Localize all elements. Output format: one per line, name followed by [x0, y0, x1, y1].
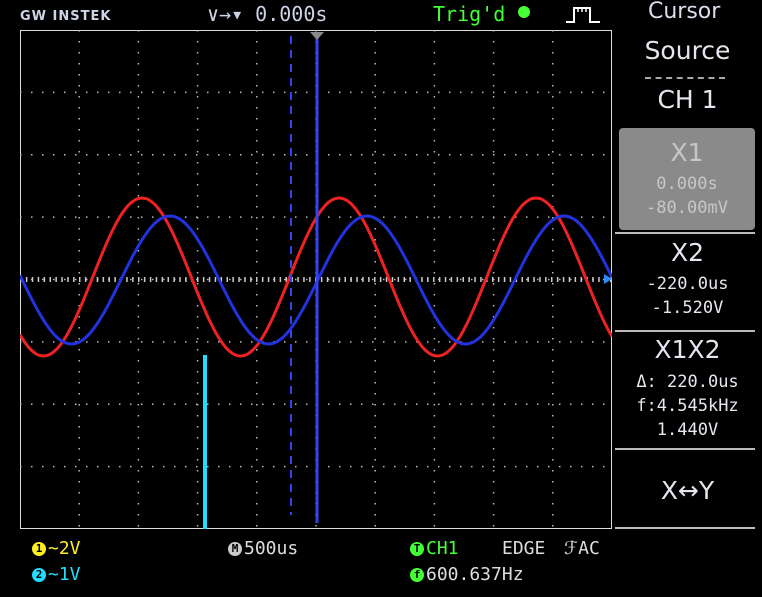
x2-label: X2: [670, 238, 705, 267]
source-button[interactable]: CH 1: [657, 85, 718, 114]
timebase-badge: M: [228, 542, 242, 556]
swap-xy-button[interactable]: X↔Y: [660, 476, 715, 505]
x1-time: 0.000s: [656, 174, 718, 194]
trigger-type: EDGE: [502, 538, 546, 559]
ch2-badge: 2: [32, 568, 46, 582]
bottom-status-bar: 1 ~2V 2 ~1V M 500us T CH1 EDGE ℱAC f 600.637H…: [0, 530, 762, 597]
source-divider: [645, 77, 725, 79]
x1-value: -80.00mV: [646, 198, 728, 218]
timebase-value: 500us: [244, 538, 299, 559]
trigger-source[interactable]: T CH1: [410, 538, 459, 560]
timebase[interactable]: M 500us: [228, 538, 298, 560]
x1x2-frequency: f:4.545kHz: [636, 396, 739, 416]
source-label: Source: [644, 36, 731, 65]
menu-separator: [615, 330, 755, 332]
trigger-status-icon: [518, 6, 530, 18]
trigger-frequency: f 600.637Hz: [410, 564, 524, 586]
x1x2-voltage: 1.440V: [656, 420, 719, 440]
menu-title: Cursor: [648, 0, 721, 24]
frequency-value: 600.637Hz: [426, 564, 524, 585]
ch1-badge: 1: [32, 542, 46, 556]
menu-separator: [615, 527, 755, 529]
horizontal-position-value: 0.000s: [255, 2, 328, 26]
x1x2-delta: Δ: 220.0us: [636, 372, 739, 392]
ch2-offset-icon: [604, 274, 612, 284]
ch1-scale[interactable]: 1 ~2V: [32, 538, 81, 560]
top-status-bar: GW INSTEK ∨→▾ 0.000s Trig'd Cursor: [0, 0, 762, 30]
waveform-display: [20, 30, 612, 529]
frequency-badge: f: [410, 568, 424, 582]
x2-time: -220.0us: [646, 274, 729, 294]
x1x2-label: X1X2: [654, 335, 721, 364]
trigger-source-value: CH1: [426, 538, 459, 559]
menu-separator: [615, 448, 755, 450]
trigger-position-icon: [310, 32, 324, 40]
ch1-scale-value: ~2V: [48, 538, 81, 559]
waveform-grid[interactable]: [20, 30, 612, 529]
horizontal-position: ∨→▾ 0.000s: [207, 2, 327, 26]
x1-cursor-button[interactable]: X1 0.000s -80.00mV: [619, 128, 755, 230]
cursor-menu: Source CH 1 X1 0.000s -80.00mV X2 -220.0…: [615, 30, 762, 530]
trigger-status: Trig'd: [433, 2, 506, 26]
horizontal-position-icon: ∨→▾: [207, 2, 244, 26]
menu-separator: [615, 232, 755, 234]
x1-label: X1: [670, 138, 704, 167]
rising-edge-pulse-icon: [566, 7, 600, 23]
trigger-coupling: ℱAC: [564, 538, 600, 559]
ch2-scale-value: ~1V: [48, 564, 81, 585]
brand-logo: GW INSTEK: [20, 9, 112, 24]
ch2-scale[interactable]: 2 ~1V: [32, 564, 81, 586]
trigger-badge: T: [410, 542, 424, 556]
x2-value: -1.520V: [651, 298, 724, 318]
